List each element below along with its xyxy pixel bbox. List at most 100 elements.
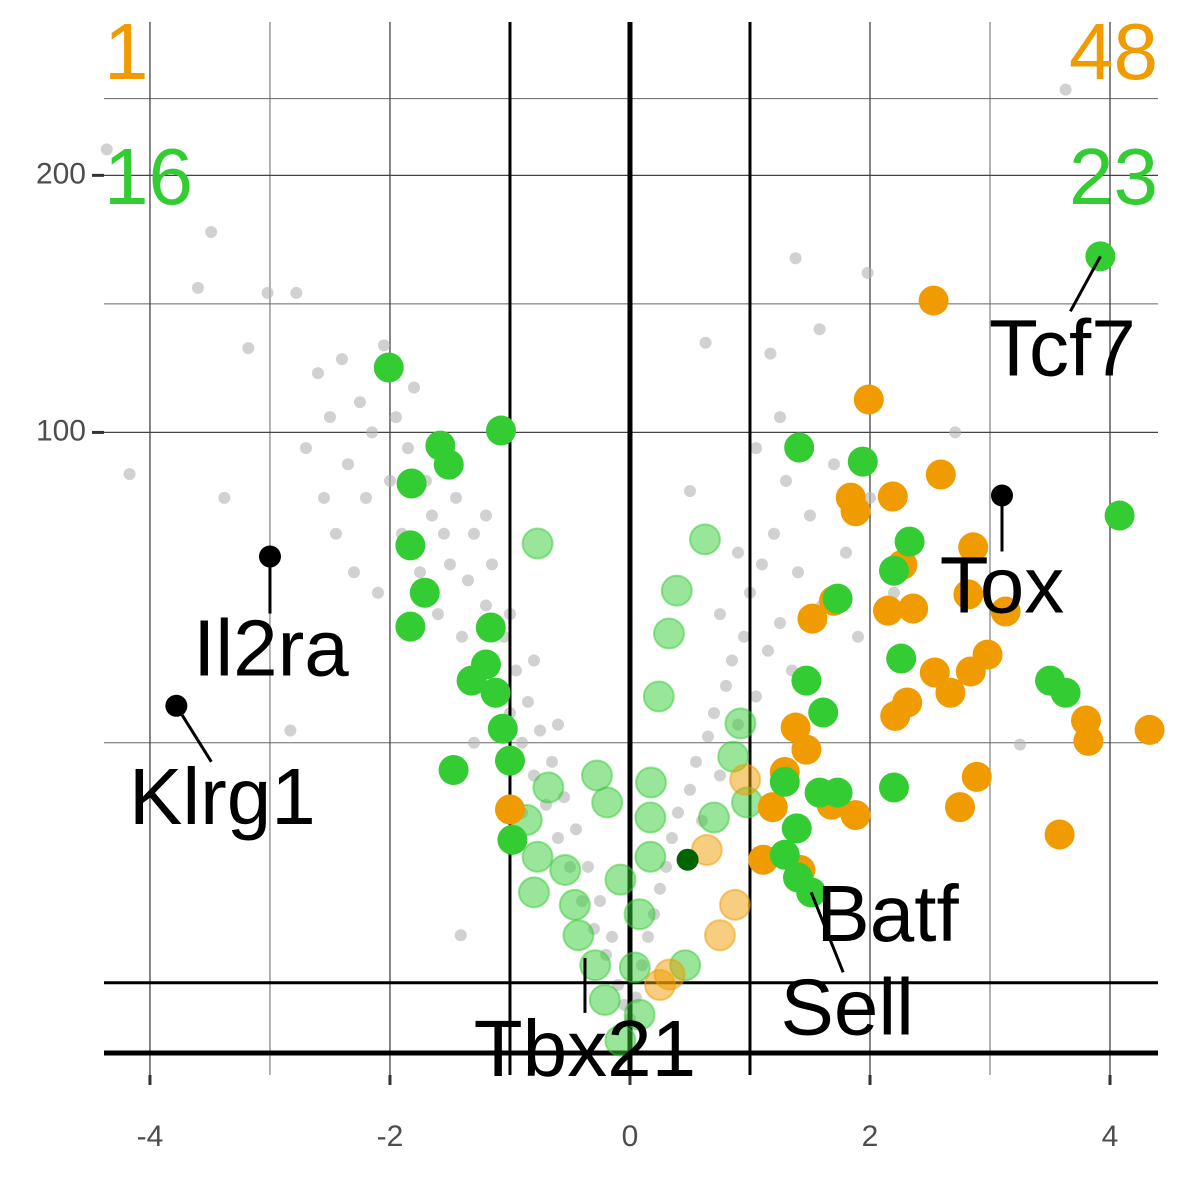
- point: [533, 724, 546, 737]
- point: [591, 786, 624, 819]
- point: [431, 608, 444, 621]
- point: [299, 442, 312, 455]
- point: [593, 894, 606, 907]
- x-tick-label: -2: [377, 1120, 404, 1153]
- point: [703, 919, 736, 952]
- point: [813, 323, 826, 336]
- point: [791, 665, 822, 696]
- point: [961, 761, 992, 792]
- point: [581, 860, 594, 873]
- point: [887, 586, 900, 599]
- point: [641, 930, 654, 943]
- point: [545, 755, 558, 768]
- point: [396, 468, 427, 499]
- point: [191, 281, 204, 294]
- point: [242, 342, 255, 355]
- point: [925, 459, 956, 490]
- point: [784, 432, 815, 463]
- point: [880, 700, 911, 731]
- point: [437, 527, 450, 540]
- point: [467, 527, 480, 540]
- label-segment: [175, 705, 213, 763]
- point: [713, 608, 726, 621]
- point: [347, 566, 360, 579]
- point: [549, 853, 582, 886]
- point: [527, 654, 540, 667]
- point: [517, 876, 550, 909]
- point: [605, 930, 618, 943]
- point: [494, 745, 525, 776]
- point: [781, 813, 812, 844]
- point: [665, 832, 678, 845]
- point: [652, 617, 685, 650]
- point: [761, 644, 774, 657]
- point: [773, 617, 786, 630]
- count-annotation: 16: [104, 132, 193, 221]
- point: [653, 958, 686, 991]
- point: [840, 800, 871, 831]
- point: [383, 474, 396, 487]
- x-tick-label: 0: [622, 1120, 639, 1153]
- x-tick-label: 4: [1102, 1120, 1119, 1153]
- point: [521, 527, 554, 560]
- point: [205, 226, 218, 239]
- point: [261, 286, 274, 299]
- point: [918, 285, 949, 316]
- point: [878, 772, 909, 803]
- point: [944, 792, 975, 823]
- point: [886, 643, 917, 674]
- point: [898, 593, 929, 624]
- gene-label: Klrg1: [129, 752, 316, 841]
- y-tick-label: 100: [36, 414, 86, 447]
- point: [1085, 241, 1116, 272]
- point: [757, 792, 788, 823]
- point: [623, 998, 656, 1031]
- point: [329, 527, 342, 540]
- point: [413, 566, 426, 579]
- gene-label: Sell: [780, 962, 913, 1051]
- point: [485, 415, 516, 446]
- point: [479, 599, 492, 612]
- count-annotation: 1: [104, 7, 149, 96]
- point: [317, 491, 330, 504]
- point: [863, 491, 876, 504]
- label-point: [990, 484, 1013, 507]
- gene-label: Batf: [816, 869, 959, 958]
- point: [701, 730, 714, 743]
- point: [311, 367, 324, 380]
- point: [365, 426, 378, 439]
- point: [395, 611, 426, 642]
- point: [532, 771, 565, 804]
- point: [779, 474, 792, 487]
- point: [521, 695, 534, 708]
- point: [1134, 714, 1165, 745]
- label-segment: [809, 891, 845, 973]
- point: [689, 755, 702, 768]
- label-segment: [1069, 255, 1102, 313]
- point: [438, 754, 469, 785]
- point: [808, 697, 839, 728]
- point: [1013, 738, 1026, 751]
- point: [623, 898, 656, 931]
- count-annotation: 23: [1069, 132, 1158, 221]
- point: [497, 824, 528, 855]
- label-point: [676, 848, 699, 871]
- point: [749, 690, 762, 703]
- point: [123, 468, 136, 481]
- point: [433, 449, 464, 480]
- point: [467, 736, 480, 749]
- point: [791, 566, 804, 579]
- point: [769, 766, 800, 797]
- point: [618, 951, 651, 984]
- point: [335, 353, 348, 366]
- point: [803, 509, 816, 522]
- point: [1050, 677, 1081, 708]
- point: [551, 718, 564, 731]
- gene-label: Tcf7: [989, 303, 1136, 392]
- x-tick-label: 2: [862, 1120, 879, 1153]
- point: [604, 1024, 637, 1057]
- point: [377, 339, 390, 352]
- point: [634, 801, 667, 834]
- point: [480, 677, 511, 708]
